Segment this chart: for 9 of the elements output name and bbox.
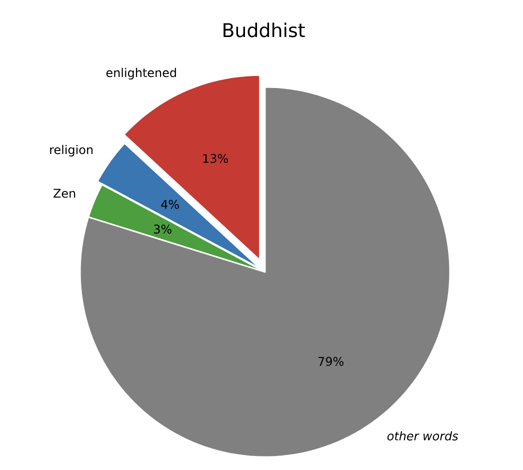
data-label: 13% — [203, 154, 228, 163]
slice-label: Zen — [54, 188, 76, 198]
slice-label: enlightened — [106, 68, 176, 80]
slice-label: religion — [50, 144, 93, 157]
slice-label: other words — [387, 431, 458, 440]
data-label: 3% — [154, 224, 172, 234]
data-label: 4% — [161, 200, 179, 209]
data-label: 79% — [318, 356, 344, 366]
chart-title: Buddhist — [224, 22, 305, 38]
